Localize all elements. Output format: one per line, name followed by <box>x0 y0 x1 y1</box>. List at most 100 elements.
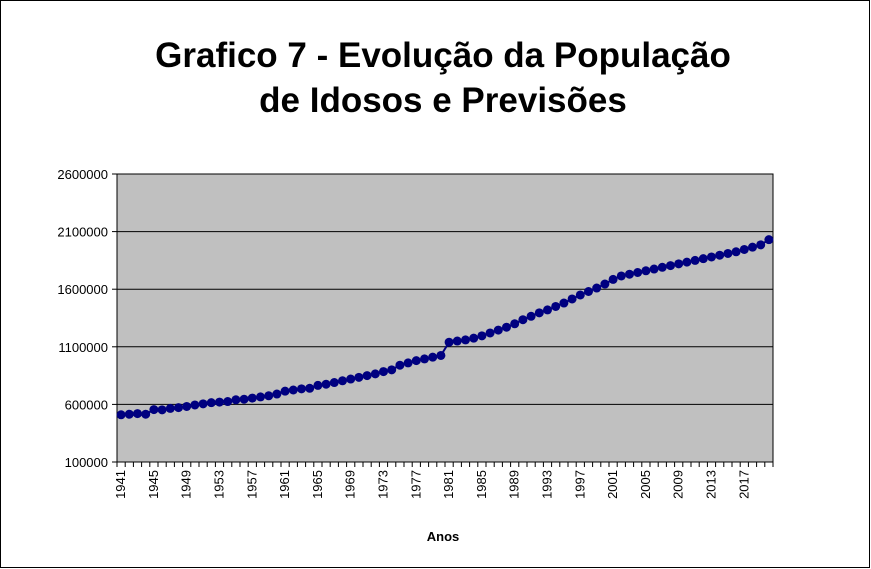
data-point <box>477 331 487 341</box>
data-point <box>174 403 183 413</box>
data-point <box>428 352 438 362</box>
data-point <box>616 271 626 281</box>
data-point <box>641 266 651 276</box>
data-point <box>403 358 413 368</box>
data-point <box>748 242 757 252</box>
data-point <box>280 386 290 396</box>
chart-subtitle: de Idosos e Previsões <box>259 81 627 120</box>
data-point <box>682 257 692 267</box>
x-tick-label: 1957 <box>244 470 259 499</box>
data-point <box>436 350 446 360</box>
data-point <box>731 247 741 257</box>
data-point <box>690 255 700 265</box>
data-point <box>247 393 257 403</box>
data-point <box>264 391 274 401</box>
data-point <box>288 385 298 395</box>
data-point <box>543 305 552 315</box>
data-point <box>452 336 462 346</box>
data-point <box>444 337 454 347</box>
data-point <box>698 254 708 264</box>
data-point <box>272 389 282 399</box>
x-tick-label: 1969 <box>343 470 358 499</box>
data-point <box>633 267 643 277</box>
data-point <box>493 325 503 335</box>
data-point <box>723 248 733 258</box>
y-tick-label: 600000 <box>65 397 108 412</box>
data-point <box>141 409 151 419</box>
data-point <box>338 376 347 386</box>
data-point <box>313 380 323 390</box>
data-point <box>256 392 265 402</box>
x-tick-label: 1989 <box>507 470 522 499</box>
x-axis-label: Anos <box>427 529 460 544</box>
data-point <box>387 365 397 375</box>
data-point <box>420 354 429 364</box>
data-point <box>297 384 306 394</box>
y-tick-label: 2100000 <box>57 225 108 240</box>
data-point <box>608 274 618 284</box>
chart-title: Grafico 7 - Evolução da População <box>155 36 731 75</box>
data-point <box>223 397 233 407</box>
data-point <box>600 279 610 289</box>
x-tick-label: 1981 <box>441 470 456 499</box>
data-point <box>149 405 159 415</box>
data-point <box>764 235 774 245</box>
data-point <box>305 383 315 393</box>
data-point <box>116 410 126 420</box>
x-tick-label: 1949 <box>179 470 194 499</box>
data-point <box>379 367 388 377</box>
data-point <box>411 356 421 366</box>
x-tick-label: 2013 <box>704 470 719 499</box>
data-point <box>198 399 208 409</box>
data-point <box>674 259 684 269</box>
data-point <box>461 335 470 345</box>
data-point <box>124 409 134 419</box>
data-point <box>666 261 675 271</box>
data-point <box>165 403 175 413</box>
data-point <box>559 298 569 308</box>
data-point <box>510 319 520 329</box>
data-point <box>321 379 331 389</box>
x-tick-label: 1985 <box>474 470 489 499</box>
data-point <box>575 290 585 300</box>
x-tick-label: 2009 <box>671 470 686 499</box>
data-point <box>157 405 167 415</box>
data-point <box>133 409 142 419</box>
x-tick-label: 1965 <box>310 470 325 499</box>
x-tick-label: 1977 <box>408 470 423 499</box>
data-point <box>346 374 356 384</box>
data-point <box>239 394 249 404</box>
plot-area <box>116 173 774 463</box>
data-point <box>739 244 749 254</box>
x-tick-label: 2017 <box>736 470 751 499</box>
x-tick-label: 2001 <box>605 470 620 499</box>
x-tick-label: 1941 <box>113 470 128 499</box>
x-tick-label: 2005 <box>638 470 653 499</box>
data-point <box>190 400 200 410</box>
x-tick-label: 1993 <box>540 470 555 499</box>
data-point <box>657 262 667 272</box>
data-point <box>502 322 511 332</box>
data-point <box>649 264 659 274</box>
data-point <box>756 240 766 250</box>
data-point <box>206 398 216 408</box>
data-point <box>370 369 380 379</box>
data-point <box>567 294 577 304</box>
data-point <box>485 328 495 338</box>
data-point <box>215 397 224 407</box>
x-tick-label: 1961 <box>277 470 292 499</box>
data-point <box>469 333 479 343</box>
y-tick-label: 2600000 <box>57 167 108 182</box>
y-tick-label: 1600000 <box>57 282 108 297</box>
data-point <box>395 360 405 370</box>
x-tick-label: 1973 <box>376 470 391 499</box>
data-point <box>551 301 561 311</box>
data-point <box>715 250 725 260</box>
data-point <box>518 315 528 325</box>
data-point <box>362 371 372 381</box>
data-point <box>592 283 602 293</box>
data-point <box>534 308 544 318</box>
data-point <box>526 311 536 321</box>
data-point <box>231 395 241 405</box>
